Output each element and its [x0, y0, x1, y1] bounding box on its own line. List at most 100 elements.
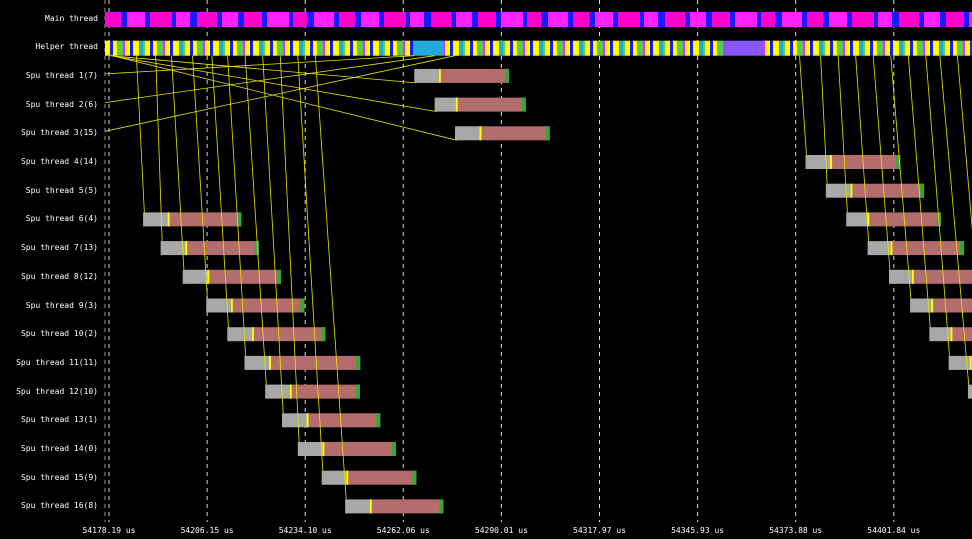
helper-thread-segment: [957, 40, 963, 56]
helper-thread-segment: [290, 40, 293, 56]
main-thread-segment: [314, 12, 334, 27]
helper-thread-segment: [499, 40, 503, 56]
helper-thread-segment: [357, 40, 363, 56]
helper-thread-segment: [670, 40, 673, 56]
helper-thread-segment: [863, 40, 865, 56]
helper-thread-segment: [813, 40, 819, 56]
spu-task-end-marker: [545, 126, 550, 141]
time-tick-label: 54262.06 us: [376, 526, 430, 535]
spu-task-right-wait: [846, 212, 868, 227]
spu-task-wait: [825, 183, 851, 198]
main-thread-segment: [946, 12, 964, 27]
helper-thread-segment: [930, 40, 933, 56]
helper-thread-segment: [570, 40, 573, 56]
spu-task-wait: [282, 413, 307, 428]
main-thread-segment: [431, 12, 451, 27]
helper-thread-segment: [625, 40, 630, 56]
spu-task-start-marker: [455, 97, 458, 112]
helper-thread-segment: [339, 40, 343, 56]
main-thread-segment: [685, 12, 690, 27]
helper-thread-segment: [933, 40, 939, 56]
main-thread-segment: [176, 12, 190, 27]
main-thread-segment: [640, 12, 644, 27]
spu-task-wait: [805, 155, 831, 169]
helper-thread-segment: [770, 40, 773, 56]
spu-task-start-marker: [830, 155, 833, 169]
task-link-line: [227, 55, 247, 370]
spu-task-right-wait: [967, 384, 972, 399]
spu-task-right-start-marker: [911, 269, 914, 284]
task-link-line: [957, 55, 972, 231]
main-thread-segment: [802, 12, 807, 27]
spu-task-run: [230, 298, 305, 313]
helper-thread-segment: [403, 40, 405, 56]
main-thread-segment: [573, 12, 589, 27]
spu-task-wait: [321, 470, 347, 485]
helper-thread-segment: [363, 40, 365, 56]
main-thread-segment: [197, 12, 217, 27]
spu-task-right-run: [931, 298, 972, 313]
spu-task-end-marker: [355, 384, 360, 399]
thread-label: Spu thread 15(9): [20, 472, 98, 482]
helper-thread-segment: [779, 40, 783, 56]
spu-task-right-wait: [867, 241, 891, 256]
main-thread-segment: [293, 12, 307, 27]
helper-thread-segment: [165, 40, 170, 56]
main-thread-segment: [334, 12, 339, 27]
task-link-line: [855, 55, 870, 256]
thread-label: Spu thread 1(7): [25, 70, 98, 80]
main-thread-segment: [150, 12, 172, 27]
spu-task-wait: [206, 298, 231, 313]
main-thread-segment: [757, 12, 761, 27]
main-thread-segment: [589, 12, 595, 27]
helper-thread-segment: [419, 40, 423, 56]
helper-thread-segment: [713, 40, 717, 56]
helper-thread-segment: [465, 40, 470, 56]
spu-task-run: [167, 212, 242, 227]
time-tick-label: 54290.01 us: [474, 526, 528, 535]
helper-thread-segment: [243, 40, 245, 56]
helper-thread-segment: [210, 40, 213, 56]
main-thread-segment: [548, 12, 568, 27]
helper-thread-segment: [185, 40, 190, 56]
main-thread-segment: [892, 12, 899, 27]
helper-thread-segment: [517, 40, 523, 56]
thread-label: Spu thread 14(0): [20, 444, 98, 453]
spu-task-right-wait: [948, 355, 970, 370]
helper-thread-segment: [405, 40, 410, 56]
helper-thread-segment: [157, 40, 163, 56]
helper-thread-segment: [230, 40, 233, 56]
helper-thread-segment: [383, 40, 385, 56]
helper-thread-segment: [797, 40, 803, 56]
main-thread-segment: [406, 12, 410, 27]
spu-task-wait: [454, 126, 480, 141]
main-thread-segment: [478, 12, 496, 27]
task-link-line: [939, 55, 971, 399]
thread-label: Spu thread 13(1): [20, 415, 98, 425]
helper-thread-segment: [553, 40, 557, 56]
spu-task-right-run: [911, 269, 972, 284]
helper-thread-segment: [750, 40, 753, 56]
spu-task-run: [346, 470, 417, 485]
spu-task-run: [322, 442, 397, 456]
helper-thread-segment: [277, 40, 283, 56]
helper-thread-segment: [939, 40, 943, 56]
helper-thread-segment: [305, 40, 310, 56]
helper-thread-segment: [145, 40, 150, 56]
spu-task-start-marker: [269, 355, 272, 370]
helper-thread-segment: [245, 40, 250, 56]
thread-label: Spu thread 10(2): [20, 329, 98, 339]
main-thread-segment: [919, 12, 924, 27]
helper-thread-segment: [619, 40, 623, 56]
main-thread-segment: [829, 12, 847, 27]
time-tick-label: 54317.97 us: [573, 526, 626, 535]
helper-thread-segment: [113, 40, 117, 56]
task-link-line: [907, 55, 932, 342]
helper-thread-segment: [917, 40, 923, 56]
main-thread-segment: [595, 12, 613, 27]
helper-thread-segment: [739, 40, 743, 56]
spu-task-wait: [143, 212, 168, 227]
helper-thread-segment: [143, 40, 145, 56]
